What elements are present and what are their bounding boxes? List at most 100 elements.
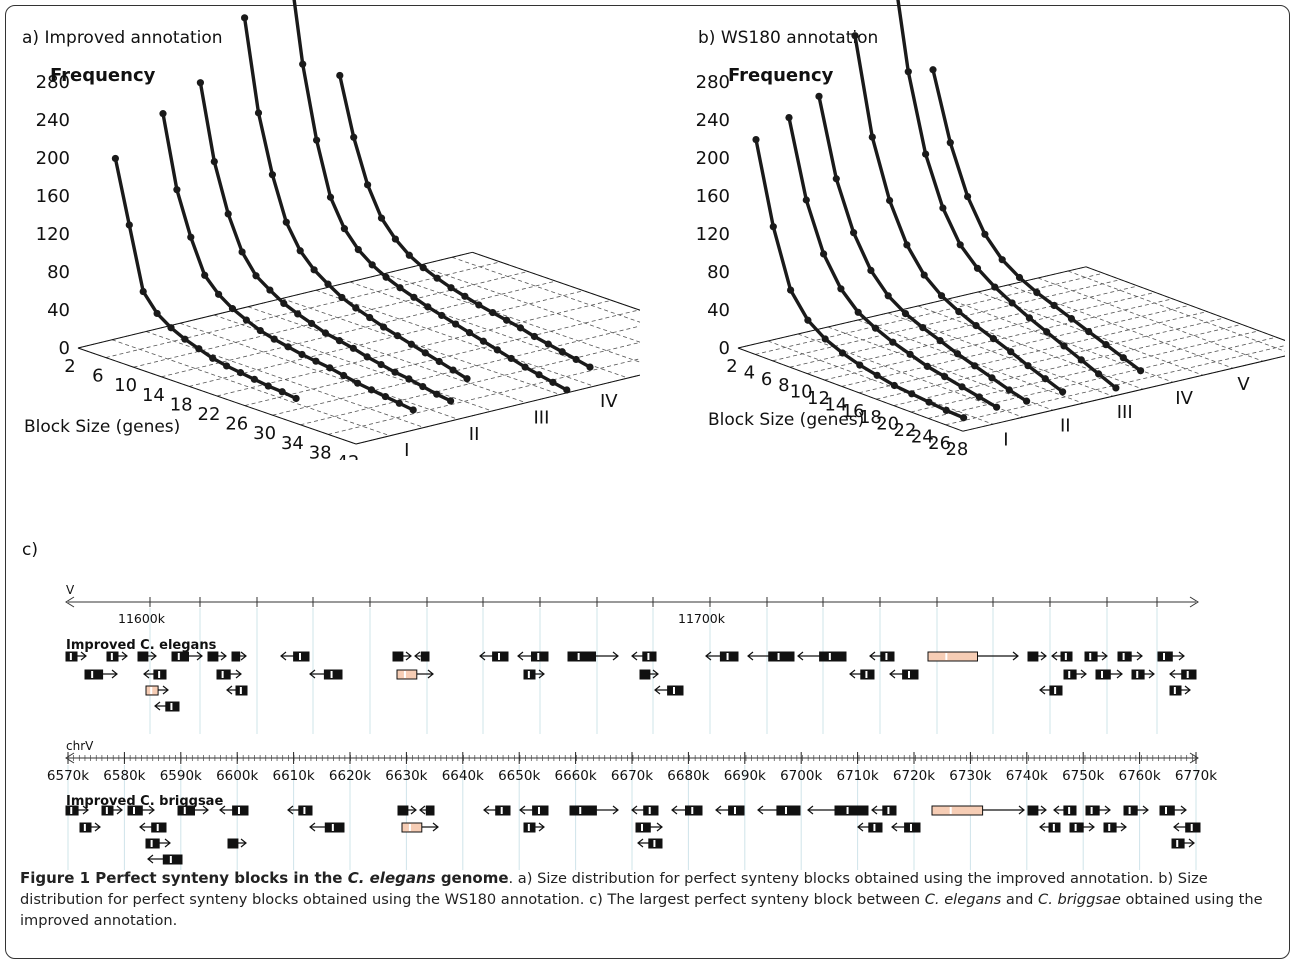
- gene-exon-gap: [846, 807, 849, 814]
- data-point: [890, 381, 898, 390]
- grid-line: [887, 312, 1114, 397]
- gene-arrow: [519, 805, 526, 815]
- gene-exon: [137, 651, 149, 662]
- x-tick-label: 18: [170, 394, 193, 415]
- data-point: [210, 158, 218, 166]
- gene-feature: [1027, 651, 1047, 662]
- data-point: [312, 357, 320, 365]
- gene-exon-gap: [828, 653, 831, 660]
- ruler-2-tick-label: 6640k: [442, 768, 484, 784]
- y-tick-label: 240: [36, 110, 70, 131]
- grid-line: [179, 322, 459, 420]
- gene-feature: [849, 669, 875, 680]
- gene-arrow: [1116, 669, 1123, 679]
- gene-exon-gap: [110, 653, 113, 660]
- gene-arrow: [538, 822, 545, 832]
- gene-exon: [231, 651, 241, 662]
- gene-exon-gap: [1128, 807, 1131, 814]
- gene-arrow: [235, 669, 242, 679]
- data-point: [326, 364, 334, 372]
- x-tick-label: 18: [859, 407, 882, 428]
- track-2-chrom: chrV: [66, 739, 94, 753]
- x-tick-label: 28: [945, 439, 968, 460]
- gene-exon-gap: [647, 653, 650, 660]
- data-point: [1008, 299, 1016, 307]
- gene-exon-gap: [873, 824, 876, 831]
- gene-exon: [819, 651, 847, 662]
- data-point: [821, 335, 829, 343]
- data-point: [1050, 301, 1058, 310]
- gene-feature: [1173, 822, 1201, 833]
- gene-feature: [1123, 805, 1149, 816]
- gene-exon-gap: [298, 653, 301, 660]
- data-point: [424, 303, 432, 311]
- gene-exon: [1185, 822, 1201, 833]
- data-point: [838, 349, 847, 357]
- data-point: [449, 366, 457, 374]
- gene-arrow: [405, 651, 412, 661]
- series-line-II: [161, 113, 414, 412]
- data-point: [377, 360, 385, 369]
- gene-exon-gap: [949, 807, 952, 814]
- gene-exon-gap: [158, 671, 161, 678]
- caption-text-1: . a) Size distribution for perfect synte…: [20, 870, 1208, 908]
- gene-exon-gap: [1064, 653, 1067, 660]
- data-point: [516, 324, 525, 332]
- gene-feature: [1169, 685, 1191, 696]
- y-tick-label: 80: [47, 262, 70, 283]
- grid-line: [355, 374, 640, 445]
- gene-exon-gap: [527, 671, 530, 678]
- data-point: [942, 406, 950, 414]
- gene-feature: [1157, 651, 1185, 662]
- gene-exon-gap: [909, 824, 912, 831]
- x-tick-label: 10: [790, 382, 813, 403]
- data-point: [1102, 341, 1110, 349]
- gene-exon: [635, 822, 651, 833]
- gene-arrow: [612, 805, 619, 815]
- gene-feature: [705, 651, 739, 662]
- track-2-name: Improved C. briggsae: [66, 794, 223, 809]
- gene-arrow: [1018, 805, 1025, 815]
- gene-feature: [871, 805, 897, 816]
- gene-arrow: [1148, 669, 1155, 679]
- data-point: [503, 316, 511, 324]
- gene-exon: [207, 651, 219, 662]
- data-point: [521, 363, 529, 371]
- data-point: [1067, 314, 1075, 323]
- data-point: [886, 196, 894, 205]
- gene-exon: [492, 651, 509, 662]
- grid-line: [213, 314, 493, 412]
- data-point: [382, 273, 390, 281]
- gene-exon: [643, 805, 659, 816]
- y-tick-label: 240: [696, 110, 730, 131]
- data-point: [946, 139, 954, 147]
- gene-feature: [927, 651, 1019, 662]
- gene-exon: [927, 651, 978, 662]
- data-point: [354, 379, 362, 387]
- gene-exon: [567, 651, 596, 662]
- data-point: [250, 375, 258, 383]
- grid-line: [841, 304, 1190, 387]
- x-tick-label: 34: [281, 433, 304, 454]
- gene-feature: [287, 805, 313, 816]
- data-point: [338, 293, 346, 302]
- data-point: [993, 403, 1001, 411]
- data-point: [321, 329, 330, 337]
- data-point: [787, 286, 795, 294]
- gene-arrow: [1101, 651, 1108, 661]
- gene-feature: [635, 822, 663, 833]
- gene-exon: [293, 651, 310, 662]
- gene-exon-gap: [1108, 824, 1111, 831]
- x-tick-label: 2: [726, 356, 737, 377]
- grid-line: [300, 341, 640, 426]
- data-point: [236, 369, 245, 377]
- gene-exon-gap: [1068, 671, 1071, 678]
- y-tick-label: 160: [36, 186, 70, 207]
- floor-edge: [1085, 266, 1285, 341]
- gene-feature: [1159, 805, 1187, 816]
- data-point: [535, 371, 543, 379]
- gene-exon: [904, 822, 921, 833]
- gene-exon: [171, 651, 189, 662]
- gene-exon-gap: [672, 687, 675, 694]
- data-point: [1119, 354, 1127, 362]
